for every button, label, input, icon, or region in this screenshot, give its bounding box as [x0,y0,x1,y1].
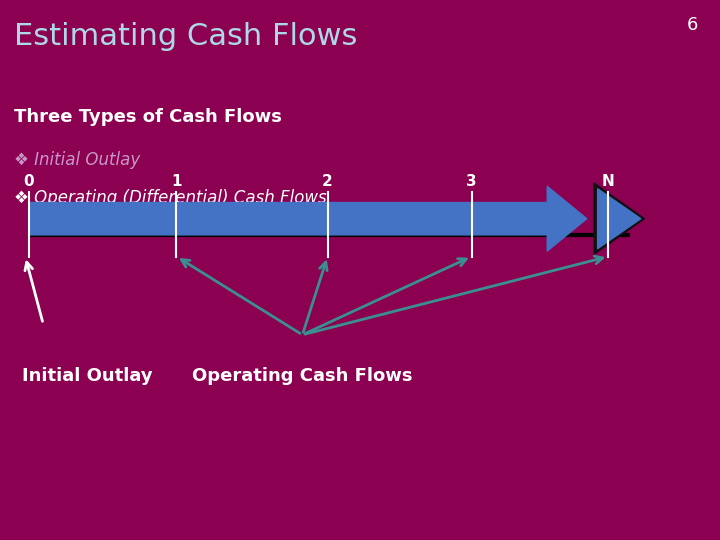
Text: Estimating Cash Flows: Estimating Cash Flows [14,22,358,51]
FancyArrow shape [594,183,644,254]
Text: 2: 2 [323,174,333,189]
Text: 0: 0 [24,174,34,189]
FancyArrow shape [598,189,641,248]
FancyArrow shape [29,186,587,251]
Text: Operating Cash Flows: Operating Cash Flows [192,367,413,385]
Text: ❖ Initial Outlay: ❖ Initial Outlay [14,151,140,169]
Text: 1: 1 [171,174,181,189]
Text: Three Types of Cash Flows: Three Types of Cash Flows [14,108,282,126]
Text: 3: 3 [467,174,477,189]
Text: 6: 6 [687,16,698,34]
Text: N: N [602,174,615,189]
Text: ❖ Operating (Differential) Cash Flows: ❖ Operating (Differential) Cash Flows [14,189,327,207]
Text: Initial Outlay: Initial Outlay [22,367,152,385]
